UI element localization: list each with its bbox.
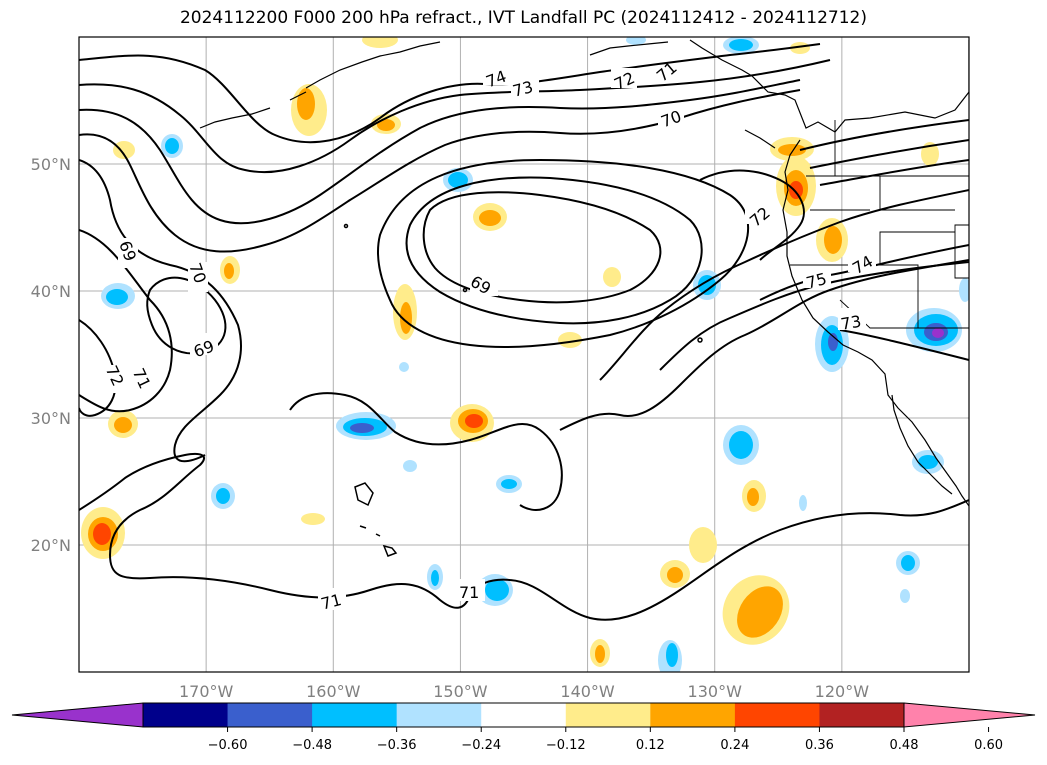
- colorbar-segment: [312, 703, 398, 727]
- colorbar-extend-low: [11, 702, 144, 728]
- contour-70-mid: [405, 176, 703, 325]
- contour-label: 71: [319, 590, 344, 614]
- contour-label-group: 74 73 72 71 70 70 69 69 72 75 74 73 69 7…: [102, 58, 876, 614]
- colorbar-tick-label: −0.24: [461, 738, 501, 753]
- lon-label: 150°W: [433, 682, 488, 701]
- contour-75-east: [759, 244, 969, 301]
- colorbar-segment: [734, 703, 820, 727]
- colorbar: [11, 702, 1036, 728]
- colorbar-tick-labels: −0.60 −0.48 −0.36 −0.24 −0.12 0.12 0.24 0.36 0.4…: [208, 727, 1003, 753]
- colorbar-frame: [142, 702, 905, 728]
- colorbar-segment: [481, 703, 567, 727]
- colorbar-segment: [227, 703, 313, 727]
- colorbar-tick-label: 0.60: [974, 738, 1003, 753]
- islands: [343, 223, 703, 557]
- political-borders: [790, 120, 969, 329]
- contour-71-mid: [377, 159, 749, 348]
- contour-74: [79, 43, 821, 144]
- colorbar-segment: [396, 703, 482, 727]
- contour-74-ne: [809, 139, 969, 169]
- contour-70-west: [79, 159, 242, 463]
- coastlines: [199, 39, 969, 507]
- contour-72-east: [559, 259, 969, 431]
- lon-label: 160°W: [306, 682, 361, 701]
- contour-72-mid: [699, 169, 805, 261]
- contour-70-south: [289, 392, 563, 511]
- contour-71-southeast: [469, 499, 969, 621]
- lon-label: 120°W: [815, 682, 870, 701]
- longitude-labels: 170°W 160°W 150°W 140°W 130°W 120°W: [179, 682, 869, 701]
- contour-label: 75: [804, 269, 829, 293]
- contour-75-ne: [819, 159, 969, 186]
- contour-73-ne: [799, 119, 969, 151]
- shaded-anomalies: [81, 37, 969, 672]
- contour-72a: [79, 79, 801, 225]
- map-border: [78, 36, 970, 673]
- refractivity-contours: [79, 43, 969, 621]
- lat-label: 50°N: [31, 155, 71, 174]
- contour-72-west: [79, 319, 117, 417]
- contour-label: 73: [511, 77, 536, 101]
- colorbar-extend-high: [903, 702, 1036, 728]
- colorbar-tick-label: −0.12: [546, 738, 586, 753]
- colorbar-tick-label: 0.48: [890, 738, 919, 753]
- contour-73-se: [839, 329, 969, 361]
- contour-73: [79, 59, 831, 174]
- colorbar-tick-label: 0.12: [636, 738, 665, 753]
- contour-73-east: [599, 189, 969, 381]
- contour-label: 71: [459, 583, 479, 602]
- contour-74-east: [659, 261, 969, 371]
- colorbar-tick-label: 0.24: [720, 738, 749, 753]
- lon-label: 130°W: [688, 682, 743, 701]
- lon-label: 170°W: [179, 682, 234, 701]
- lat-label: 40°N: [31, 282, 71, 301]
- colorbar-tick-label: −0.48: [292, 738, 332, 753]
- colorbar-segment: [650, 703, 736, 727]
- lon-label: 140°W: [560, 682, 615, 701]
- latitude-labels: 50°N 40°N 30°N 20°N: [31, 155, 71, 555]
- colorbar-tick-label: 0.36: [805, 738, 834, 753]
- contour-71-south: [79, 452, 471, 609]
- colorbar-segment: [565, 703, 651, 727]
- colorbar-tick-label: −0.60: [208, 738, 248, 753]
- contour-label: 73: [839, 312, 862, 334]
- colorbar-segment: [819, 703, 905, 727]
- contour-69-inner: [422, 191, 662, 304]
- page-title: 2024112200 F000 200 hPa refract., IVT La…: [179, 8, 867, 28]
- colorbar-tick-label: −0.36: [377, 738, 417, 753]
- lat-label: 20°N: [31, 536, 71, 555]
- lat-label: 30°N: [31, 409, 71, 428]
- colorbar-segment: [143, 703, 229, 727]
